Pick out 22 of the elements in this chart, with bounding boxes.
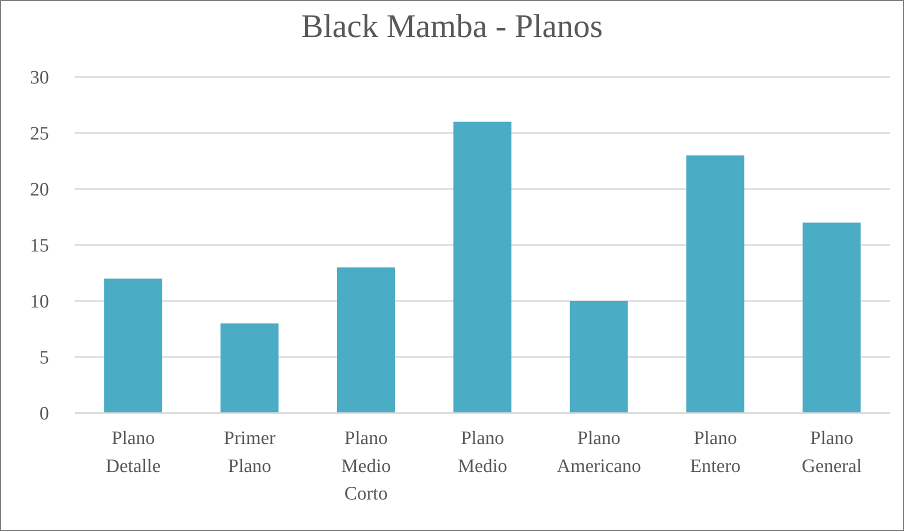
bar	[802, 222, 861, 413]
bar	[570, 301, 628, 413]
x-tick-label: Primer Plano	[224, 428, 276, 477]
bar	[336, 267, 395, 413]
bar	[220, 323, 279, 413]
x-tick-label: Plano Medio	[458, 428, 508, 477]
x-tick-label: Plano Americano	[556, 428, 642, 477]
y-tick-label: 5	[40, 348, 49, 369]
x-tick-label: Plano Medio Corto	[341, 428, 391, 504]
bar	[453, 122, 512, 413]
bar	[686, 155, 744, 413]
x-tick-label: Plano Detalle	[106, 428, 161, 477]
y-tick-label: 15	[30, 236, 49, 257]
y-tick-label: 20	[30, 180, 49, 201]
y-tick-label: 10	[30, 292, 49, 313]
x-tick-label: Plano Entero	[690, 428, 741, 477]
y-tick-label: 30	[30, 68, 49, 89]
chart-title: Black Mamba - Planos	[300, 9, 604, 46]
x-tick-label: Plano General	[802, 428, 862, 477]
y-tick-label: 0	[40, 404, 49, 425]
bar	[104, 278, 162, 413]
y-tick-label: 25	[30, 124, 49, 145]
